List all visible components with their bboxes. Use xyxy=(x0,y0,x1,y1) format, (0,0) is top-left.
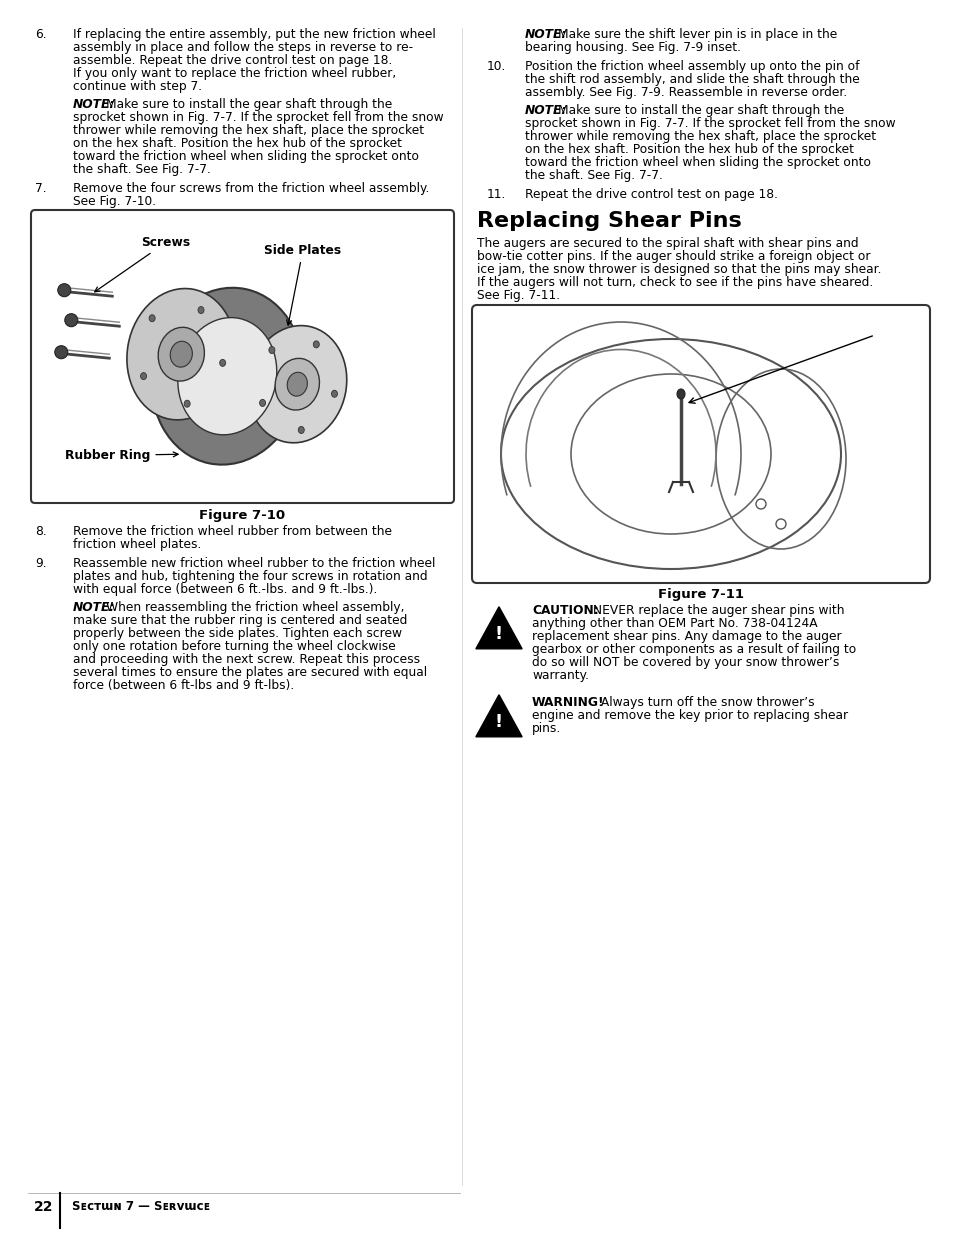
Text: If the augers will not turn, check to see if the pins have sheared.: If the augers will not turn, check to se… xyxy=(476,275,872,289)
Text: the shaft. See Fig. 7-7.: the shaft. See Fig. 7-7. xyxy=(524,169,662,182)
Text: 9.: 9. xyxy=(35,557,47,571)
Text: See Fig. 7-10.: See Fig. 7-10. xyxy=(73,195,156,207)
Text: assembly in place and follow the steps in reverse to re-: assembly in place and follow the steps i… xyxy=(73,41,413,54)
Ellipse shape xyxy=(331,390,337,398)
Text: WARNING!: WARNING! xyxy=(532,697,604,709)
Text: the shift rod assembly, and slide the shaft through the: the shift rod assembly, and slide the sh… xyxy=(524,73,859,86)
Ellipse shape xyxy=(298,426,304,433)
FancyBboxPatch shape xyxy=(472,305,929,583)
Text: on the hex shaft. Position the hex hub of the sprocket: on the hex shaft. Position the hex hub o… xyxy=(73,137,401,149)
Ellipse shape xyxy=(152,288,303,464)
Text: and proceeding with the next screw. Repeat this process: and proceeding with the next screw. Repe… xyxy=(73,653,419,666)
Text: Position the friction wheel assembly up onto the pin of: Position the friction wheel assembly up … xyxy=(524,61,859,73)
Text: Side Plates: Side Plates xyxy=(264,245,341,325)
Ellipse shape xyxy=(140,373,147,379)
Text: thrower while removing the hex shaft, place the sprocket: thrower while removing the hex shaft, pl… xyxy=(524,130,875,143)
Text: !: ! xyxy=(495,625,502,643)
Polygon shape xyxy=(476,606,521,648)
Text: continue with step 7.: continue with step 7. xyxy=(73,80,202,93)
Text: pins.: pins. xyxy=(532,722,560,735)
Text: Replacing Shear Pins: Replacing Shear Pins xyxy=(476,211,741,231)
Ellipse shape xyxy=(274,358,319,410)
Text: 10.: 10. xyxy=(486,61,506,73)
Ellipse shape xyxy=(127,289,235,420)
Ellipse shape xyxy=(170,341,193,367)
Text: assembly. See Fig. 7-9. Reassemble in reverse order.: assembly. See Fig. 7-9. Reassemble in re… xyxy=(524,86,846,99)
Ellipse shape xyxy=(259,399,265,406)
Text: several times to ensure the plates are secured with equal: several times to ensure the plates are s… xyxy=(73,666,427,679)
Text: bearing housing. See Fig. 7-9 inset.: bearing housing. See Fig. 7-9 inset. xyxy=(524,41,740,54)
Text: with equal force (between 6 ft.-lbs. and 9 ft.-lbs.).: with equal force (between 6 ft.-lbs. and… xyxy=(73,583,377,597)
Text: replacement shear pins. Any damage to the auger: replacement shear pins. Any damage to th… xyxy=(532,630,841,643)
Text: sprocket shown in Fig. 7-7. If the sprocket fell from the snow: sprocket shown in Fig. 7-7. If the sproc… xyxy=(73,111,443,124)
Text: on the hex shaft. Position the hex hub of the sprocket: on the hex shaft. Position the hex hub o… xyxy=(524,143,853,156)
Text: Remove the four screws from the friction wheel assembly.: Remove the four screws from the friction… xyxy=(73,182,429,195)
Ellipse shape xyxy=(287,372,307,396)
Text: the shaft. See Fig. 7-7.: the shaft. See Fig. 7-7. xyxy=(73,163,211,177)
Text: gearbox or other components as a result of failing to: gearbox or other components as a result … xyxy=(532,643,856,656)
Ellipse shape xyxy=(184,400,190,408)
Text: friction wheel plates.: friction wheel plates. xyxy=(73,538,201,551)
Text: Repeat the drive control test on page 18.: Repeat the drive control test on page 18… xyxy=(524,188,778,201)
Text: NOTE:: NOTE: xyxy=(524,28,567,41)
Ellipse shape xyxy=(677,389,684,399)
Text: ice jam, the snow thrower is designed so that the pins may shear.: ice jam, the snow thrower is designed so… xyxy=(476,263,881,275)
Text: Make sure to install the gear shaft through the: Make sure to install the gear shaft thro… xyxy=(106,98,392,111)
Text: CAUTION:: CAUTION: xyxy=(532,604,598,618)
Text: 22: 22 xyxy=(34,1200,53,1214)
Ellipse shape xyxy=(158,327,204,382)
Text: warranty.: warranty. xyxy=(532,669,588,682)
Text: Reassemble new friction wheel rubber to the friction wheel: Reassemble new friction wheel rubber to … xyxy=(73,557,435,571)
Polygon shape xyxy=(476,695,521,737)
Text: sprocket shown in Fig. 7-7. If the sprocket fell from the snow: sprocket shown in Fig. 7-7. If the sproc… xyxy=(524,117,895,130)
Text: Figure 7-11: Figure 7-11 xyxy=(658,588,743,601)
Text: Always turn off the snow thrower’s: Always turn off the snow thrower’s xyxy=(597,697,814,709)
Text: do so will NOT be covered by your snow thrower’s: do so will NOT be covered by your snow t… xyxy=(532,656,839,669)
Text: force (between 6 ft-lbs and 9 ft-lbs).: force (between 6 ft-lbs and 9 ft-lbs). xyxy=(73,679,294,692)
Text: toward the friction wheel when sliding the sprocket onto: toward the friction wheel when sliding t… xyxy=(73,149,418,163)
Text: If replacing the entire assembly, put the new friction wheel: If replacing the entire assembly, put th… xyxy=(73,28,436,41)
Text: NEVER replace the auger shear pins with: NEVER replace the auger shear pins with xyxy=(588,604,843,618)
Text: assemble. Repeat the drive control test on page 18.: assemble. Repeat the drive control test … xyxy=(73,54,392,67)
Ellipse shape xyxy=(177,317,276,435)
FancyBboxPatch shape xyxy=(30,210,454,503)
Text: only one rotation before turning the wheel clockwise: only one rotation before turning the whe… xyxy=(73,640,395,653)
Text: 11.: 11. xyxy=(486,188,506,201)
Ellipse shape xyxy=(54,346,68,358)
Ellipse shape xyxy=(58,284,71,296)
Text: Figure 7-10: Figure 7-10 xyxy=(199,509,285,522)
Text: Remove the friction wheel rubber from between the: Remove the friction wheel rubber from be… xyxy=(73,525,392,538)
Text: See Fig. 7-11.: See Fig. 7-11. xyxy=(476,289,559,303)
Ellipse shape xyxy=(313,341,319,348)
Text: make sure that the rubber ring is centered and seated: make sure that the rubber ring is center… xyxy=(73,614,407,627)
Text: Rubber Ring: Rubber Ring xyxy=(65,450,178,462)
Text: Make sure the shift lever pin is in place in the: Make sure the shift lever pin is in plac… xyxy=(558,28,837,41)
Text: Screws: Screws xyxy=(94,236,191,291)
Ellipse shape xyxy=(65,314,78,327)
Ellipse shape xyxy=(149,315,155,322)
Text: toward the friction wheel when sliding the sprocket onto: toward the friction wheel when sliding t… xyxy=(524,156,870,169)
Text: !: ! xyxy=(495,713,502,731)
Text: NOTE:: NOTE: xyxy=(73,98,115,111)
Text: NOTE:: NOTE: xyxy=(73,601,115,614)
Text: plates and hub, tightening the four screws in rotation and: plates and hub, tightening the four scre… xyxy=(73,571,427,583)
Text: 8.: 8. xyxy=(35,525,47,538)
Ellipse shape xyxy=(219,359,226,367)
Ellipse shape xyxy=(269,347,274,353)
Text: The augers are secured to the spiral shaft with shear pins and: The augers are secured to the spiral sha… xyxy=(476,237,858,249)
Text: thrower while removing the hex shaft, place the sprocket: thrower while removing the hex shaft, pl… xyxy=(73,124,424,137)
Text: Sᴇᴄᴛɯɴ 7 — Sᴇʀvɯᴄᴇ: Sᴇᴄᴛɯɴ 7 — Sᴇʀvɯᴄᴇ xyxy=(71,1200,210,1214)
Text: engine and remove the key prior to replacing shear: engine and remove the key prior to repla… xyxy=(532,709,847,722)
Text: 7.: 7. xyxy=(35,182,47,195)
Ellipse shape xyxy=(198,306,204,314)
Text: If you only want to replace the friction wheel rubber,: If you only want to replace the friction… xyxy=(73,67,395,80)
Text: NOTE:: NOTE: xyxy=(524,104,567,117)
Ellipse shape xyxy=(248,326,346,443)
Text: properly between the side plates. Tighten each screw: properly between the side plates. Tighte… xyxy=(73,627,401,640)
Text: anything other than OEM Part No. 738-04124A: anything other than OEM Part No. 738-041… xyxy=(532,618,817,630)
Text: Make sure to install the gear shaft through the: Make sure to install the gear shaft thro… xyxy=(558,104,843,117)
Text: When reassembling the friction wheel assembly,: When reassembling the friction wheel ass… xyxy=(106,601,404,614)
Text: bow-tie cotter pins. If the auger should strike a foreign object or: bow-tie cotter pins. If the auger should… xyxy=(476,249,869,263)
Text: 6.: 6. xyxy=(35,28,47,41)
